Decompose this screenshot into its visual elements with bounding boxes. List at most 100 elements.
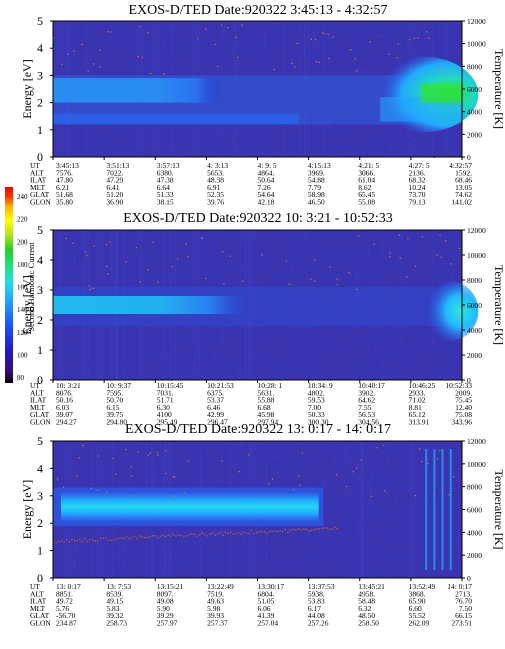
orbit-cell: 39.32: [106, 611, 123, 620]
orbit-row-label: ALT: [30, 589, 44, 598]
orbit-cell: 2713.: [455, 589, 472, 598]
orbit-cell: 13:45:21: [358, 582, 385, 591]
orbit-cell: 4:32:57: [449, 161, 472, 170]
orbit-cell: 6.06: [258, 604, 271, 613]
orbit-cell: 7.55: [358, 403, 371, 412]
orbit-cell: 58.48: [358, 597, 375, 606]
orbit-cell: 234.87: [56, 619, 77, 628]
orbit-cell: 50.70: [106, 396, 123, 405]
energy-tick-label: 5: [37, 223, 43, 237]
orbit-cell: 65.90: [409, 597, 426, 606]
orbit-cell: 10:21:53: [207, 381, 234, 390]
orbit-cell: 39.07: [56, 410, 73, 419]
orbit-cell: 48.38: [207, 176, 224, 185]
orbit-cell: 13:15:21: [157, 582, 184, 591]
orbit-cell: 68.46: [455, 176, 472, 185]
orbit-cell: 51.33: [157, 190, 174, 199]
orbit-row-label: GLAT: [30, 410, 50, 419]
energy-tick-label: 0: [37, 373, 43, 387]
temperature-axis: 12000 10000 8000 6000 4000 2000 0 Temperature […: [462, 226, 505, 385]
orbit-cell: 14: 0:17: [447, 582, 472, 591]
orbit-cell: 51.20: [106, 190, 123, 199]
orbit-cell: 55.88: [258, 396, 275, 405]
energy-tick-label: 3: [37, 283, 43, 297]
orbit-cell: 3868.: [409, 589, 426, 598]
orbit-cell: 58.98: [308, 190, 325, 199]
orbit-cell: 10:28: 1: [258, 381, 283, 390]
orbit-cell: 4: 3:13: [207, 161, 228, 170]
intensity-features: [53, 281, 479, 341]
orbit-row-label: MLT: [30, 183, 46, 192]
orbit-cell: 52.35: [207, 190, 224, 199]
colorbar-gradient: [5, 187, 13, 383]
temperature-tick-label: 2000: [467, 130, 482, 139]
orbit-cell: 6.91: [207, 183, 220, 192]
temperature-axis-label: Temperature [K]: [492, 469, 505, 549]
orbit-cell: 47.38: [157, 176, 174, 185]
orbit-cell: 6.03: [56, 403, 69, 412]
orbit-cell: 3:57:13: [157, 161, 180, 170]
orbit-cell: 1592.: [455, 168, 472, 177]
orbit-cell: 296.47: [207, 418, 228, 427]
orbit-row-label: ILAT: [30, 597, 47, 606]
orbit-table: UT 13: 0:17 13: 7:53 13:15:21 13:22:49 13:30:…: [30, 582, 472, 628]
spectrogram-panel: EXOS-D/TED Date:920322 10: 3:21 - 10:52:…: [20, 211, 505, 427]
temperature-tick-label: 8000: [467, 276, 482, 285]
orbit-cell: 6.17: [308, 604, 321, 613]
orbit-cell: 75.45: [455, 396, 472, 405]
orbit-cell: 295.49: [157, 418, 178, 427]
orbit-cell: 257.04: [258, 619, 279, 628]
temperature-tick-label: 2000: [467, 551, 482, 560]
orbit-cell: 10:52:33: [445, 381, 472, 390]
orbit-cell: 5.76: [56, 604, 69, 613]
orbit-cell: 343.96: [451, 418, 472, 427]
orbit-row-label: MLT: [30, 604, 46, 613]
orbit-cell: 7022.: [106, 168, 123, 177]
orbit-cell: 55.52: [409, 611, 426, 620]
orbit-cell: 6.46: [207, 403, 220, 412]
orbit-cell: 3902.: [358, 388, 375, 397]
orbit-cell: 2009.: [455, 388, 472, 397]
orbit-cell: 4802.: [308, 388, 325, 397]
orbit-cell: 6.21: [56, 183, 69, 192]
orbit-cell: 4100: [157, 410, 172, 419]
orbit-cell: 42.99: [207, 410, 224, 419]
energy-axis: 5 4 3 2 1 0 Energy [eV]: [20, 14, 53, 164]
colorbar-tick-label: 200: [17, 238, 28, 246]
temperature-axis: 12000 10000 8000 6000 4000 2000 0 Temperature […: [462, 437, 505, 583]
orbit-cell: 12.40: [455, 403, 472, 412]
temperature-tick-label: 6000: [467, 506, 482, 515]
orbit-cell: 51.71: [157, 396, 174, 405]
orbit-cell: 51.68: [56, 190, 73, 199]
energy-tick-label: 0: [37, 150, 43, 164]
orbit-cell: 65.12: [409, 410, 426, 419]
orbit-cell: 5938.: [308, 589, 325, 598]
scatter-dots: [65, 234, 461, 291]
orbit-cell: 79.13: [409, 198, 426, 207]
orbit-cell: 6.64: [157, 183, 170, 192]
temperature-tick-label: 10000: [467, 460, 486, 469]
orbit-cell: 13:37:53: [308, 582, 335, 591]
energy-tick-label: 1: [37, 123, 43, 137]
energy-axis: 5 4 3 2 1 0 Energy [eV]: [20, 223, 53, 387]
temperature-tick-label: 8000: [467, 62, 482, 71]
orbit-cell: 257.37: [207, 619, 228, 628]
orbit-cell: 44.08: [308, 611, 325, 620]
orbit-cell: 10:34: 9: [308, 381, 333, 390]
orbit-cell: 49.15: [106, 597, 123, 606]
orbit-row-label: UT: [30, 582, 40, 591]
temperature-tick-label: 4000: [467, 108, 482, 117]
energy-tick-label: 3: [37, 489, 43, 503]
orbit-cell: 313.91: [409, 418, 430, 427]
orbit-cell: 4864.: [258, 168, 275, 177]
energy-tick-label: 1: [37, 343, 43, 357]
orbit-cell: 8851.: [56, 589, 73, 598]
orbit-cell: 297.94: [258, 418, 279, 427]
orbit-cell: 10:15:45: [157, 381, 184, 390]
orbit-cell: 3:45:13: [56, 161, 79, 170]
orbit-cell: 65.45: [358, 190, 375, 199]
orbit-cell: 35.80: [56, 198, 73, 207]
orbit-cell: 258.73: [106, 619, 127, 628]
orbit-table: UT 3:45:13 3:51:13 3:57:13 4: 3:13 4: 9: 5 4:1…: [30, 161, 472, 207]
orbit-cell: 64.62: [358, 396, 375, 405]
